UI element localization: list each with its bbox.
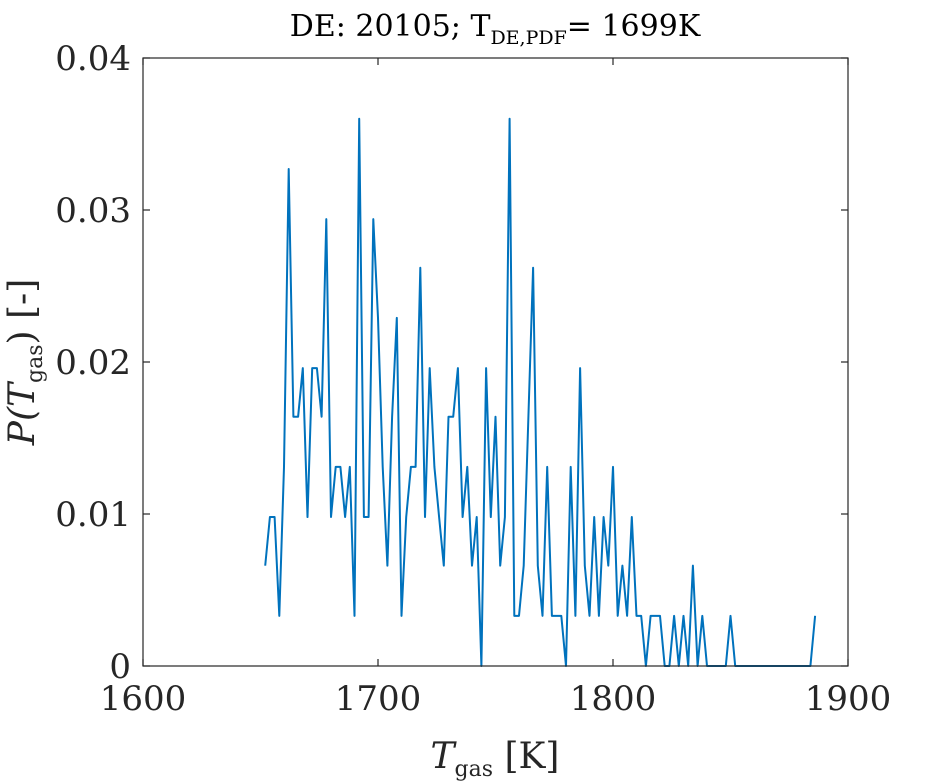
- y-axis-title-main: P(T: [2, 380, 43, 446]
- x-axis-title-unit: [K]: [493, 736, 559, 777]
- x-tick-label: 1800: [570, 679, 657, 719]
- plot-area: [143, 58, 848, 666]
- axes-box: [142, 57, 849, 667]
- x-tick-label: 1600: [100, 679, 187, 719]
- tick-labels: 1600 1700 1800 1900 0 0.01 0.02 0.03 0.04: [55, 39, 891, 719]
- x-axis-title: Tgas [K]: [431, 736, 560, 781]
- y-tick-label: 0.02: [55, 343, 131, 383]
- y-axis-title-tail: ) [-]: [2, 279, 43, 345]
- y-tick-label: 0.03: [55, 191, 131, 231]
- y-axis-title-sub: gas: [23, 344, 48, 383]
- x-axis-title-var: T: [431, 736, 458, 777]
- y-axis-title: P(Tgas) [-]: [2, 279, 48, 447]
- y-tick-label: 0.01: [55, 495, 131, 535]
- chart-title-sub: DE,PDF: [490, 27, 566, 49]
- y-tick-label: 0: [109, 647, 131, 687]
- x-tick-label: 1700: [335, 679, 422, 719]
- x-axis-title-sub: gas: [455, 757, 494, 781]
- chart-title: DE: 20105; TDE,PDF= 1699K: [290, 9, 701, 49]
- chart-title-main: DE: 20105; T: [290, 9, 491, 44]
- y-tick-label: 0.04: [55, 39, 131, 79]
- chart-title-tail: = 1699K: [567, 9, 701, 44]
- x-tick-label: 1900: [805, 679, 892, 719]
